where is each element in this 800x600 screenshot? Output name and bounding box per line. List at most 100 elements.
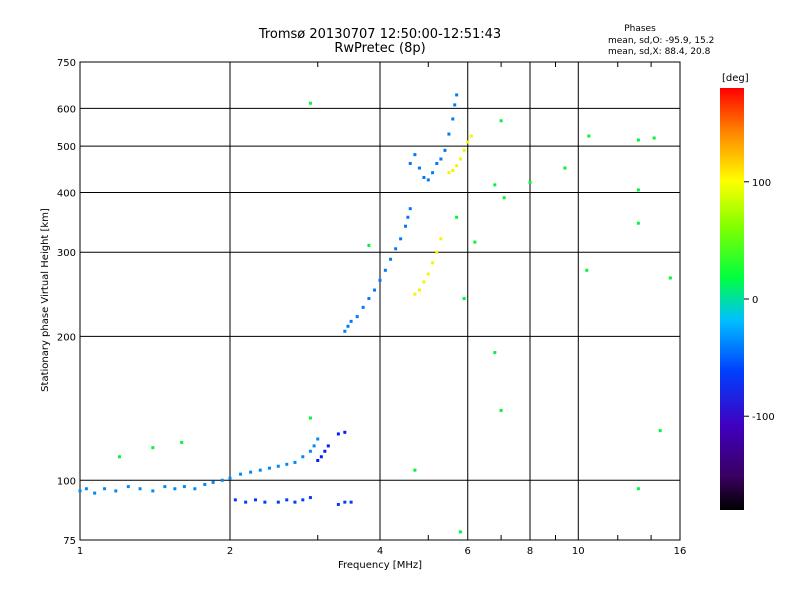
data-point	[355, 315, 359, 319]
colorbar-label: [deg]	[722, 73, 749, 84]
data-point	[652, 136, 656, 140]
data-point	[658, 429, 662, 433]
data-point	[413, 153, 417, 157]
data-point	[636, 221, 640, 225]
data-point	[253, 498, 257, 502]
y-tick-label: 400	[57, 188, 76, 199]
colorbar-tick-label: 100	[752, 178, 771, 189]
data-point	[336, 432, 340, 436]
data-point	[435, 250, 439, 254]
colorbar-tick-label: -100	[752, 412, 775, 423]
data-point	[426, 178, 430, 182]
y-tick-label: 75	[63, 536, 76, 547]
data-point	[228, 476, 232, 480]
data-point	[361, 305, 365, 309]
data-point	[84, 487, 88, 491]
colorbar	[720, 88, 744, 510]
x-tick-label: 1	[77, 546, 83, 557]
data-point	[431, 171, 435, 175]
data-point	[301, 498, 305, 502]
data-point	[308, 496, 312, 500]
data-point	[417, 166, 421, 170]
x-tick-label: 16	[674, 546, 687, 557]
data-point	[293, 500, 297, 504]
y-tick-label: 600	[57, 104, 76, 115]
data-point	[455, 215, 459, 219]
data-point	[408, 207, 412, 211]
data-point	[499, 408, 503, 412]
data-point	[435, 161, 439, 165]
data-point	[499, 119, 503, 123]
data-point	[326, 444, 330, 448]
x-tick-label: 8	[527, 546, 533, 557]
data-point	[466, 140, 470, 144]
data-point	[458, 157, 462, 161]
data-point	[403, 224, 407, 228]
data-point	[636, 188, 640, 192]
phases-heading: Phases	[624, 24, 656, 34]
y-tick-label: 750	[57, 58, 76, 69]
data-point	[308, 416, 312, 420]
data-point	[443, 148, 447, 152]
data-point	[367, 243, 371, 247]
data-point	[233, 498, 237, 502]
data-point	[447, 132, 451, 136]
data-point	[244, 500, 248, 504]
data-point	[451, 117, 455, 121]
data-point	[151, 446, 155, 450]
y-tick-label: 500	[57, 142, 76, 153]
data-point	[413, 468, 417, 472]
data-point	[316, 437, 320, 441]
data-point	[276, 464, 280, 468]
y-tick-label: 300	[57, 248, 76, 259]
data-point	[220, 478, 224, 482]
data-point	[462, 148, 466, 152]
y-tick-label: 200	[57, 332, 76, 343]
data-point	[78, 489, 82, 493]
data-point	[343, 329, 347, 333]
x-tick-label: 10	[572, 546, 585, 557]
data-point	[453, 103, 457, 107]
x-tick-label: 6	[465, 546, 471, 557]
data-point	[455, 93, 459, 97]
data-point	[528, 180, 532, 184]
y-axis-label: Stationary phase Virtual Height [km]	[40, 208, 51, 392]
data-point	[413, 292, 417, 296]
data-point	[114, 489, 118, 493]
data-point	[406, 215, 410, 219]
data-point	[636, 487, 640, 491]
data-point	[462, 297, 466, 301]
data-point	[469, 134, 473, 138]
colorbar-tick-label: 0	[752, 295, 758, 306]
data-point	[451, 168, 455, 172]
data-point	[211, 480, 215, 484]
data-points	[78, 93, 672, 534]
phases-stats-o: mean, sd,O: -95.9, 15.2	[608, 36, 714, 46]
data-point	[373, 288, 377, 292]
data-point	[367, 297, 371, 301]
data-point	[239, 472, 243, 476]
data-point	[389, 257, 393, 261]
data-point	[383, 268, 387, 272]
data-point	[439, 237, 443, 241]
phases-stats-x: mean, sd,X: 88.4, 20.8	[608, 47, 711, 57]
data-point	[473, 240, 477, 244]
data-point	[180, 440, 184, 444]
data-point	[447, 171, 451, 175]
data-point	[668, 276, 672, 280]
axis-ticks: 1 2 4 6 8 10 16 75 100 200 300 400 500 600 750	[57, 58, 686, 557]
data-point	[343, 500, 347, 504]
data-point	[249, 470, 253, 474]
data-point	[126, 485, 130, 489]
data-point	[138, 487, 142, 491]
data-point	[336, 502, 340, 506]
data-point	[203, 482, 207, 486]
grid-lines	[80, 62, 680, 540]
data-point	[585, 268, 589, 272]
data-point	[378, 278, 382, 282]
data-point	[263, 500, 267, 504]
data-point	[417, 288, 421, 292]
data-point	[103, 487, 107, 491]
data-point	[267, 466, 271, 470]
